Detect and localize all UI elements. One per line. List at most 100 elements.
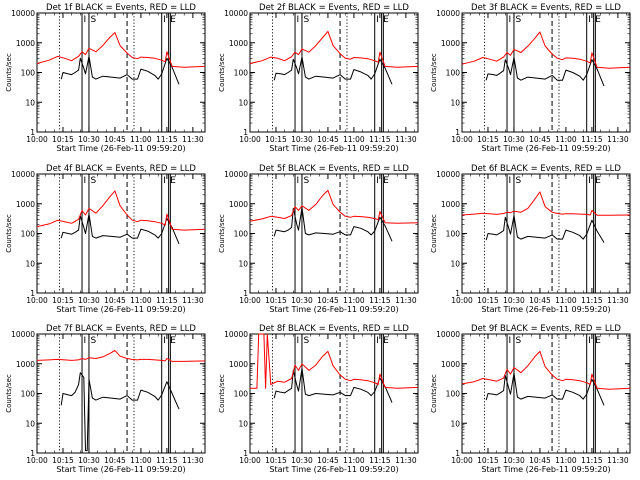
y-tick-label: 100 [21,390,36,399]
x-axis-label: Start Time (26-Feb-11 09:59:20) [269,305,398,314]
lld-series-line [249,30,419,68]
y-tick-label: 10000 [11,170,35,179]
interval-marker-label: S [90,336,96,346]
y-tick-label: 10000 [436,330,460,339]
x-tick-label: 11:30 [607,456,629,465]
y-axis-label: Counts/sec [218,53,226,92]
x-tick-label: 11:30 [182,135,204,144]
y-axis-label: Counts/sec [218,214,226,253]
x-tick-label: 10:00 [239,135,261,144]
panel-title: Det 8f BLACK = Events, RED = LLD [259,324,409,334]
y-tick-label: 100 [446,69,461,78]
panel-det-2: Det 2f BLACK = Events, RED = LLD 1 10 100 10… [218,3,419,153]
y-tick-label: 1 [243,128,248,137]
x-tick-label: 10:15 [265,456,287,465]
y-tick-label: 10000 [11,9,35,18]
x-tick-label: 11:30 [182,296,204,305]
x-tick-label: 10:30 [291,296,313,305]
lld-series-line [36,190,206,231]
y-axis-label: Counts/sec [5,53,13,92]
interval-marker-label: I [509,176,512,186]
y-tick-label: 1000 [229,360,248,369]
panel-det-6: Det 6f BLACK = Events, RED = LLD 1 10 100 10… [430,164,631,314]
x-tick-label: 11:00 [343,135,365,144]
x-tick-label: 11:00 [555,135,577,144]
x-axis-label: Start Time (26-Feb-11 09:59:20) [269,465,398,474]
x-tick-label: 10:45 [317,135,339,144]
y-tick-label: 1 [30,289,35,298]
x-tick-label: 11:30 [395,135,417,144]
y-axis-label: Counts/sec [430,374,438,413]
x-tick-label: 11:00 [343,456,365,465]
y-tick-label: 100 [234,230,249,239]
y-axis-label: Counts/sec [430,214,438,253]
x-axis-label: Start Time (26-Feb-11 09:59:20) [56,144,185,153]
events-series-line [60,372,180,452]
interval-marker-label: I [297,336,300,346]
panel-det-7: Det 7f BLACK = Events, RED = LLD 1 10 100 10… [5,324,206,474]
plot-frame [461,12,631,133]
x-tick-label: 10:00 [26,135,48,144]
interval-marker-label: S [90,15,96,25]
x-axis-label: Start Time (26-Feb-11 09:59:20) [56,305,185,314]
interval-marker-label: I [297,176,300,186]
y-axis-label: Counts/sec [5,214,13,253]
plot-frame [36,12,206,133]
x-tick-label: 10:15 [477,456,499,465]
x-tick-label: 11:15 [369,135,391,144]
x-axis-label: Start Time (26-Feb-11 09:59:20) [56,465,185,474]
x-tick-label: 11:30 [607,296,629,305]
x-tick-label: 11:15 [156,456,178,465]
panel-det-9: Det 9f BLACK = Events, RED = LLD 1 10 100 10… [430,324,631,474]
x-tick-label: 11:15 [156,135,178,144]
x-tick-label: 11:30 [607,135,629,144]
interval-marker-label: S [303,176,309,186]
panel-title: Det 4f BLACK = Events, RED = LLD [46,164,196,174]
y-tick-label: 10 [25,98,35,107]
y-tick-label: 1 [243,289,248,298]
y-tick-label: 10000 [224,9,248,18]
y-tick-label: 10 [25,259,35,268]
x-tick-label: 10:00 [451,456,473,465]
y-tick-label: 1 [243,449,248,458]
events-series-line [273,207,393,242]
x-tick-label: 10:15 [52,296,74,305]
interval-marker-label: I [163,176,166,186]
x-tick-label: 10:30 [78,135,100,144]
x-tick-label: 11:30 [395,456,417,465]
y-tick-label: 1 [30,449,35,458]
x-tick-label: 11:00 [130,456,152,465]
y-axis-label: Counts/sec [430,53,438,92]
x-tick-label: 10:30 [78,456,100,465]
y-tick-label: 100 [234,390,249,399]
y-tick-label: 1000 [16,39,35,48]
x-tick-label: 11:00 [130,296,152,305]
x-tick-label: 10:00 [451,135,473,144]
y-tick-label: 1000 [16,360,35,369]
x-axis-label: Start Time (26-Feb-11 09:59:20) [481,305,610,314]
y-tick-label: 10000 [224,170,248,179]
events-series-line [273,367,393,403]
x-tick-label: 10:45 [529,456,551,465]
interval-marker-label: I [588,15,591,25]
lld-series-line [461,191,631,216]
x-tick-label: 10:15 [477,135,499,144]
x-axis-label: Start Time (26-Feb-11 09:59:20) [481,144,610,153]
x-tick-label: 11:15 [581,135,603,144]
x-tick-label: 10:45 [104,135,126,144]
interval-marker-label: I [376,15,379,25]
lld-series-line [250,333,419,389]
interval-marker-label: E [383,336,389,346]
interval-marker-label: I [84,176,87,186]
y-tick-label: 1 [455,449,460,458]
x-tick-label: 10:15 [52,456,74,465]
panel-title: Det 6f BLACK = Events, RED = LLD [471,164,621,174]
x-tick-label: 10:00 [26,456,48,465]
events-series-line [60,55,180,85]
plot-frame [461,173,631,294]
x-tick-label: 10:45 [317,456,339,465]
y-tick-label: 100 [21,69,36,78]
y-tick-label: 1 [455,128,460,137]
x-axis-label: Start Time (26-Feb-11 09:59:20) [481,465,610,474]
y-tick-label: 100 [446,390,461,399]
